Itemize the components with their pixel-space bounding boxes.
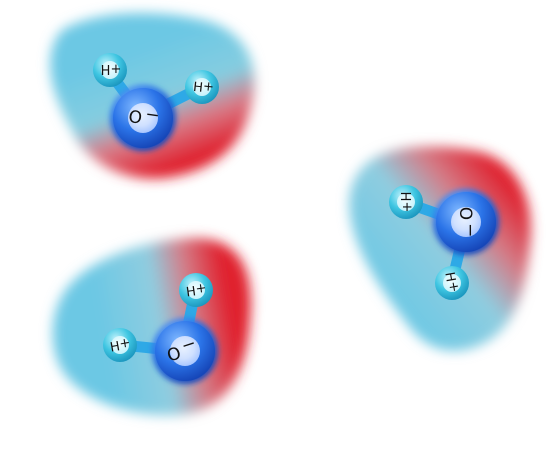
svg-text:H+: H+ (441, 271, 461, 294)
oxygen-symbol: O (165, 343, 184, 366)
svg-text:H+: H+ (109, 335, 132, 355)
hydrogen-atom: H+ (179, 273, 213, 307)
water-molecule-1: O− H+ H+ (50, 12, 255, 179)
oxygen-atom: O− (110, 85, 176, 151)
hydrogen-symbol: H (185, 284, 197, 300)
electron-cloud (349, 146, 531, 351)
oxygen-charge: − (460, 223, 480, 237)
hydrogen-atom: H+ (93, 53, 127, 87)
oxygen-atom: O− (433, 189, 499, 255)
hydrogen-symbol: H (101, 64, 111, 79)
hydrogen-symbol: H (109, 339, 121, 355)
svg-text:H+: H+ (101, 62, 122, 79)
hydrogen-symbol: H (441, 271, 457, 283)
hydrogen-atom: H+ (389, 185, 423, 219)
water-molecule-3: O− H+ H+ (349, 146, 531, 351)
svg-text:O−: O− (127, 102, 161, 131)
hydrogen-charge: + (445, 280, 462, 293)
svg-text:H+: H+ (397, 192, 414, 213)
svg-text:H+: H+ (185, 281, 208, 301)
hydrogen-charge: + (110, 62, 121, 77)
water-molecule-2: O− H+ H+ (52, 238, 251, 416)
oxygen-atom: O− (152, 318, 218, 384)
electron-cloud (52, 238, 251, 416)
hydrogen-symbol: H (397, 192, 412, 202)
hydrogen-atom: H+ (435, 266, 469, 300)
hydrogen-symbol: H (192, 80, 203, 96)
hydrogen-charge: + (195, 281, 208, 297)
hydrogen-atom: H+ (103, 328, 137, 362)
oxygen-charge: − (179, 333, 199, 356)
hydrogen-charge: + (202, 79, 214, 95)
hydrogen-charge: + (118, 335, 131, 352)
oxygen-symbol: O (455, 207, 475, 220)
svg-text:H+: H+ (192, 78, 214, 97)
hydrogen-atom: H+ (185, 70, 219, 104)
oxygen-charge: − (144, 104, 161, 126)
svg-text:O−: O− (163, 333, 200, 366)
hydrogen-charge: + (399, 201, 414, 212)
svg-text:O−: O− (455, 207, 480, 238)
oxygen-symbol: O (127, 107, 143, 129)
